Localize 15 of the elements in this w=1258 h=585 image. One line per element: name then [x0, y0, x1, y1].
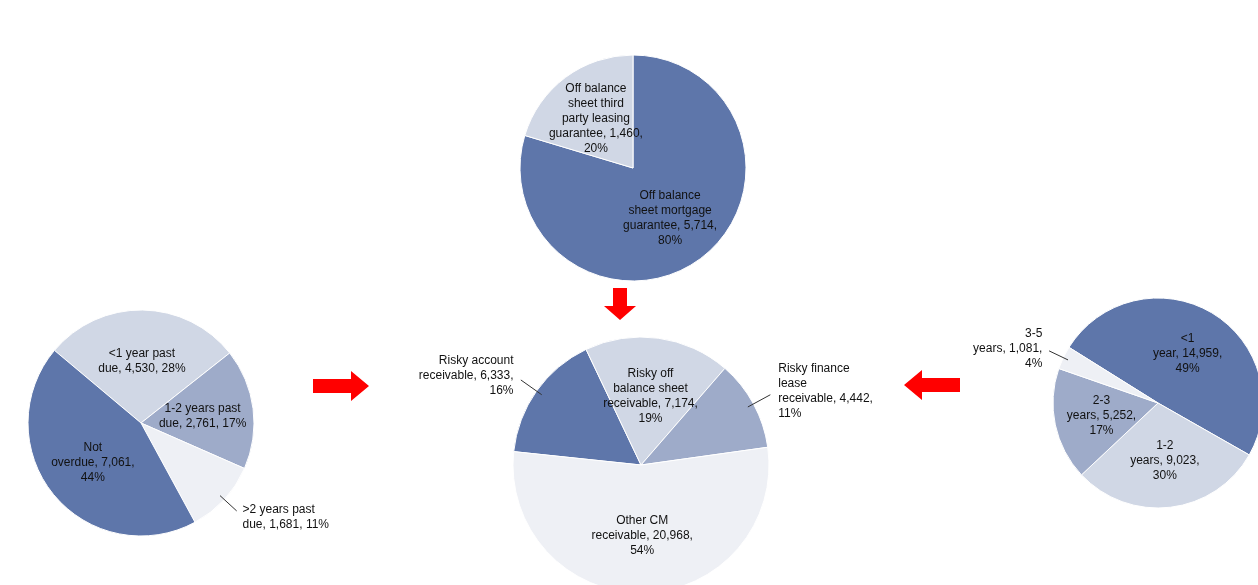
slice-label: Off balance sheet third party leasing guarantee, 1,460, 20%: [548, 81, 643, 156]
slice-label: Not overdue, 7,061, 44%: [51, 440, 135, 485]
slice-label: Risky account receivable, 6,333, 16%: [418, 352, 515, 397]
slice-label: 1-2 years past due, 2,761, 17%: [158, 400, 247, 430]
slice-label: <1 year, 14,959, 49%: [1152, 331, 1223, 376]
slice-label: 1-2 years, 9,023, 30%: [1130, 438, 1200, 483]
slice-label: 2-3 years, 5,252, 17%: [1066, 393, 1137, 438]
slice-label: Other CM receivable, 20,968, 54%: [591, 513, 693, 558]
slice-label: Off balance sheet mortgage guarantee, 5,714, 80%: [623, 188, 718, 248]
pie-slice: [519, 54, 747, 282]
slice-label: <1 year past due, 4,530, 28%: [98, 346, 186, 376]
slice-label: Risky off balance sheet receivable, 7,174, 19%: [603, 365, 698, 425]
slice-label: 3-5 years, 1,081, 4%: [973, 325, 1043, 370]
slice-label: Risky finance lease receivable, 4,442, 11%: [778, 360, 873, 420]
slice-label: >2 years past due, 1,681, 11%: [242, 501, 330, 531]
